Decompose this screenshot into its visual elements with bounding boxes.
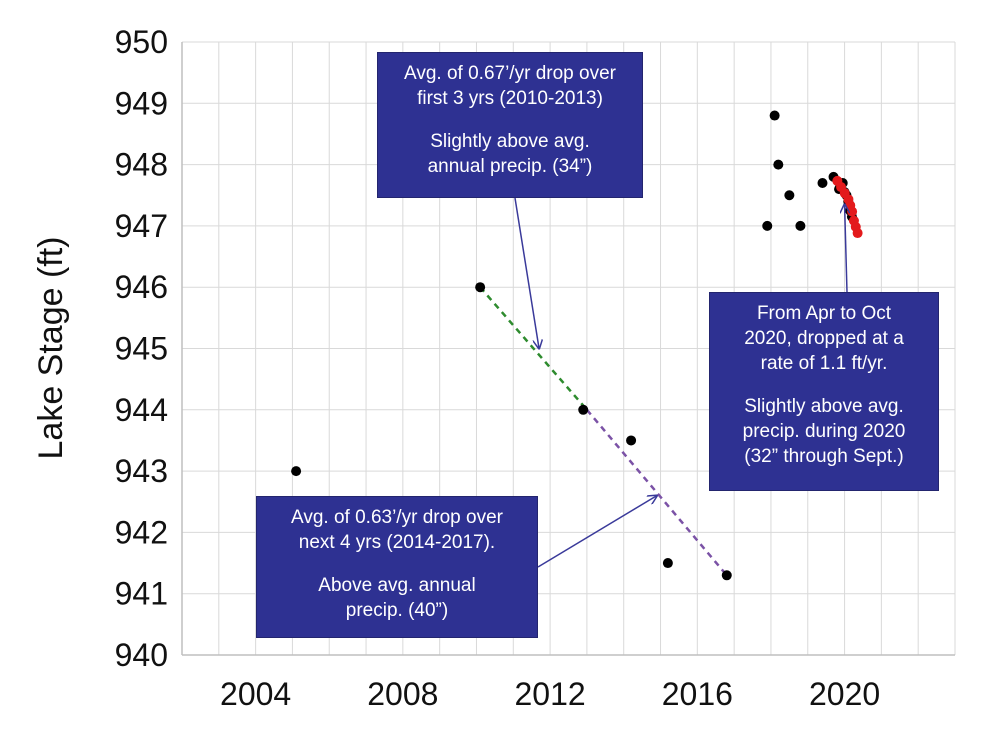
y-tick-label: 947 <box>115 208 168 244</box>
data-point <box>578 404 589 415</box>
x-tick-label: 2004 <box>220 676 291 712</box>
highlight-point <box>847 206 858 217</box>
annotation-line: annual precip. (34”) <box>427 156 593 177</box>
y-tick-label: 945 <box>115 331 168 367</box>
axes <box>181 42 955 656</box>
annotation-line: Above avg. annual <box>318 575 476 596</box>
data-point <box>291 466 302 477</box>
annotation-line: (32” through Sept.) <box>744 446 904 467</box>
annotation-line: rate of 1.1 ft/yr. <box>760 353 888 374</box>
data-point <box>817 177 828 188</box>
data-point <box>475 282 486 293</box>
annotation-line: Avg. of 0.67’/yr drop over <box>404 63 616 84</box>
highlight-point <box>852 228 863 239</box>
annotation-arrow <box>514 197 539 349</box>
x-tick-label: 2008 <box>367 676 438 712</box>
y-tick-label: 950 <box>115 24 168 60</box>
data-point <box>784 190 795 201</box>
y-tick-label: 944 <box>115 392 168 428</box>
annotation-arrows <box>514 197 847 568</box>
annotation-line: Avg. of 0.63’/yr drop over <box>291 507 503 528</box>
annotation-line: Slightly above avg. <box>744 396 904 417</box>
annotation-line: precip. (40”) <box>345 600 449 621</box>
data-point <box>662 558 673 569</box>
data-point <box>626 435 637 446</box>
annotation-line: next 4 yrs (2014-2017). <box>298 532 496 553</box>
y-tick-label: 942 <box>115 514 168 550</box>
annotation-arrow <box>537 496 657 568</box>
y-tick-label: 946 <box>115 269 168 305</box>
annotation-box-2020: From Apr to Oct 2020, dropped at a rate … <box>709 292 939 491</box>
y-tick-label: 941 <box>115 576 168 612</box>
data-point <box>769 110 780 121</box>
annotation-line: precip. during 2020 <box>742 421 906 442</box>
annotation-line: From Apr to Oct <box>756 303 892 324</box>
y-tick-label: 940 <box>115 637 168 673</box>
y-tick-label: 949 <box>115 85 168 121</box>
annotation-box-2010-2013: Avg. of 0.67’/yr drop over first 3 yrs (… <box>377 52 643 198</box>
annotation-line: Slightly above avg. <box>430 131 590 152</box>
data-point <box>773 159 784 170</box>
annotation-arrow <box>845 204 847 293</box>
x-tick-label: 2016 <box>662 676 733 712</box>
y-axis-title: Lake Stage (ft) <box>32 236 70 459</box>
trendline <box>585 408 728 577</box>
data-point <box>721 570 732 581</box>
data-point <box>762 220 773 231</box>
annotation-line: first 3 yrs (2010-2013) <box>417 88 603 109</box>
annotation-box-2014-2017: Avg. of 0.63’/yr drop over next 4 yrs (2… <box>256 496 538 638</box>
x-tick-label: 2012 <box>515 676 586 712</box>
y-tick-label: 948 <box>115 147 168 183</box>
highlight-points <box>832 175 863 239</box>
tick-labels: 940 941 942 943 944 945 946 947 948 949 950 2004 200… <box>115 24 881 712</box>
x-tick-label: 2020 <box>809 676 880 712</box>
annotation-line: 2020, dropped at a <box>744 328 904 349</box>
y-tick-label: 943 <box>115 453 168 489</box>
data-point <box>795 220 806 231</box>
